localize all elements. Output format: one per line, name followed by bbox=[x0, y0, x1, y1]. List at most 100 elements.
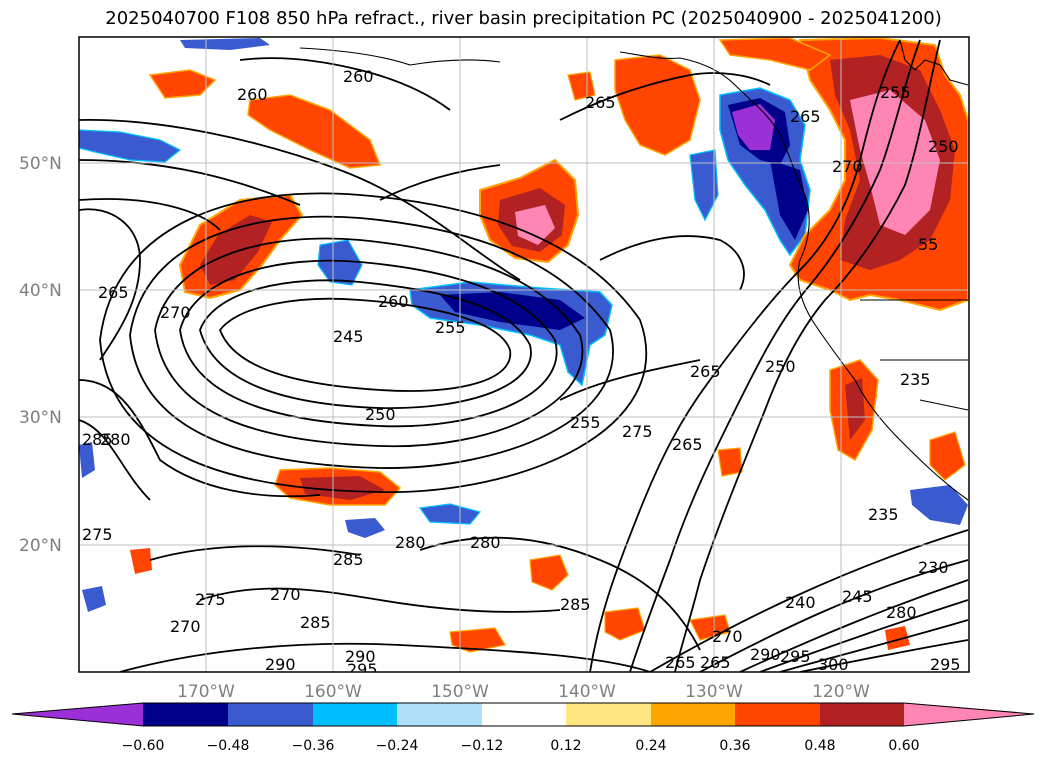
colorbar-tick: −0.24 bbox=[376, 738, 419, 754]
contour-label: 55 bbox=[918, 235, 938, 254]
shade-red-north-mid bbox=[567, 71, 596, 101]
contour-label: 250 bbox=[365, 405, 396, 424]
contour-label: 285 bbox=[300, 613, 331, 632]
lon-label: 120°W bbox=[812, 682, 870, 702]
map-area: 260 260 265 265 255 250 270 265 270 260 … bbox=[79, 37, 969, 679]
shade-purple-westcoast bbox=[732, 104, 775, 150]
contour-label: 295 bbox=[930, 655, 961, 674]
contour-label: 275 bbox=[622, 422, 653, 441]
shade-blue-west-edge bbox=[79, 442, 95, 478]
colorbar-tick: −0.60 bbox=[122, 738, 165, 754]
colorbar-segment bbox=[313, 703, 397, 726]
colorbar-tick: −0.12 bbox=[461, 738, 504, 754]
colorbar-tick: −0.48 bbox=[207, 738, 250, 754]
shade-darkred-subtropics bbox=[300, 476, 385, 500]
colorbar-tick: −0.36 bbox=[292, 738, 335, 754]
lat-label: 30°N bbox=[19, 408, 62, 428]
contour-label: 265 bbox=[672, 435, 703, 454]
contour-label-group: 260 260 265 265 255 250 270 265 270 260 … bbox=[82, 67, 961, 679]
refractivity-contours bbox=[79, 39, 969, 672]
shade-red-east-edge bbox=[929, 431, 966, 481]
lat-label: 20°N bbox=[19, 536, 62, 556]
contour-label: 295 bbox=[347, 660, 378, 679]
lat-label: 40°N bbox=[19, 281, 62, 301]
contour-label: 260 bbox=[378, 292, 409, 311]
lon-label: 140°W bbox=[558, 682, 616, 702]
contour-label: 255 bbox=[880, 83, 911, 102]
shade-red-north bbox=[247, 94, 382, 169]
contour-label: 250 bbox=[765, 357, 796, 376]
lon-label: 150°W bbox=[431, 682, 489, 702]
contour-label: 285 bbox=[82, 430, 113, 449]
shade-darkred-california bbox=[845, 378, 865, 440]
map-background bbox=[79, 37, 969, 672]
latitude-labels: 50°N 40°N 30°N 20°N bbox=[19, 154, 62, 556]
colorbar-extend-right bbox=[904, 703, 1034, 726]
shade-red-mid-east bbox=[717, 447, 743, 477]
lat-label: 50°N bbox=[19, 154, 62, 174]
contour-label: 260 bbox=[237, 85, 268, 104]
colorbar-tick: 0.36 bbox=[719, 738, 750, 754]
contour-label: 265 bbox=[790, 107, 821, 126]
contour-label: 265 bbox=[665, 653, 696, 672]
shade-blue-top bbox=[180, 38, 270, 50]
gridlines bbox=[79, 37, 969, 672]
contour-label: 230 bbox=[918, 558, 949, 577]
contour-label: 245 bbox=[842, 587, 873, 606]
contour-label: 270 bbox=[160, 303, 191, 322]
contour-label: 285 bbox=[333, 550, 364, 569]
shade-blue-sw bbox=[82, 586, 106, 612]
colorbar-segment bbox=[820, 703, 904, 726]
shade-red-gulf-alaska bbox=[614, 54, 701, 156]
colorbar-segment bbox=[651, 703, 735, 726]
shade-blue-coastal-strip bbox=[689, 149, 719, 222]
contour-label: 300 bbox=[818, 655, 849, 674]
colorbar-segment bbox=[735, 703, 820, 726]
contour-label: 280 bbox=[395, 533, 426, 552]
contour-label: 265 bbox=[98, 283, 129, 302]
colorbar-tick: 0.12 bbox=[550, 738, 581, 754]
contour-label: 275 bbox=[82, 525, 113, 544]
contour-label: 235 bbox=[900, 370, 931, 389]
shade-red-south-a bbox=[529, 554, 569, 591]
colorbar-segment bbox=[228, 703, 313, 726]
map-title: 2025040700 F108 850 hPa refract., river … bbox=[105, 8, 942, 29]
contour-label: 265 bbox=[585, 93, 616, 112]
colorbar-tick: 0.48 bbox=[804, 738, 835, 754]
colorbar-segment bbox=[566, 703, 651, 726]
colorbar-outline bbox=[11, 702, 1035, 727]
contour-label: 240 bbox=[785, 593, 816, 612]
contour-label: 280 bbox=[470, 533, 501, 552]
contour-label: 290 bbox=[265, 655, 296, 674]
contour-label: 290 bbox=[750, 645, 781, 664]
lon-label: 170°W bbox=[177, 682, 235, 702]
contour-label: 245 bbox=[333, 327, 364, 346]
contour-label: 270 bbox=[170, 617, 201, 636]
colorbar-segment bbox=[143, 703, 228, 726]
lon-label: 130°W bbox=[685, 682, 743, 702]
contour-label: 255 bbox=[435, 318, 466, 337]
shade-red-bc-coast bbox=[718, 37, 832, 71]
colorbar: −0.60 −0.48 −0.36 −0.24 −0.12 0.12 0.24 … bbox=[11, 702, 1035, 754]
contour-label: 270 bbox=[270, 585, 301, 604]
shade-red-se-corner bbox=[885, 626, 910, 650]
contour-label: 235 bbox=[868, 505, 899, 524]
shade-pink-midpacific bbox=[515, 205, 555, 245]
contour-label: 295 bbox=[780, 647, 811, 666]
contour-label: 280 bbox=[886, 603, 917, 622]
shade-red-south-b bbox=[449, 627, 506, 653]
contour-label: 275 bbox=[195, 590, 226, 609]
shade-red-north-small bbox=[148, 69, 217, 99]
contour-label: 285 bbox=[560, 595, 591, 614]
coastlines bbox=[299, 39, 969, 501]
shade-blue-dateline bbox=[79, 129, 182, 163]
colorbar-extend-left bbox=[12, 703, 143, 726]
contour-label: 255 bbox=[570, 413, 601, 432]
colorbar-tick: 0.24 bbox=[635, 738, 666, 754]
contour-label: 280 bbox=[100, 430, 131, 449]
colorbar-segment bbox=[397, 703, 482, 726]
contour-label: 265 bbox=[700, 653, 731, 672]
map-frame bbox=[78, 36, 970, 673]
longitude-labels: 170°W 160°W 150°W 140°W 130°W 120°W bbox=[177, 682, 870, 702]
